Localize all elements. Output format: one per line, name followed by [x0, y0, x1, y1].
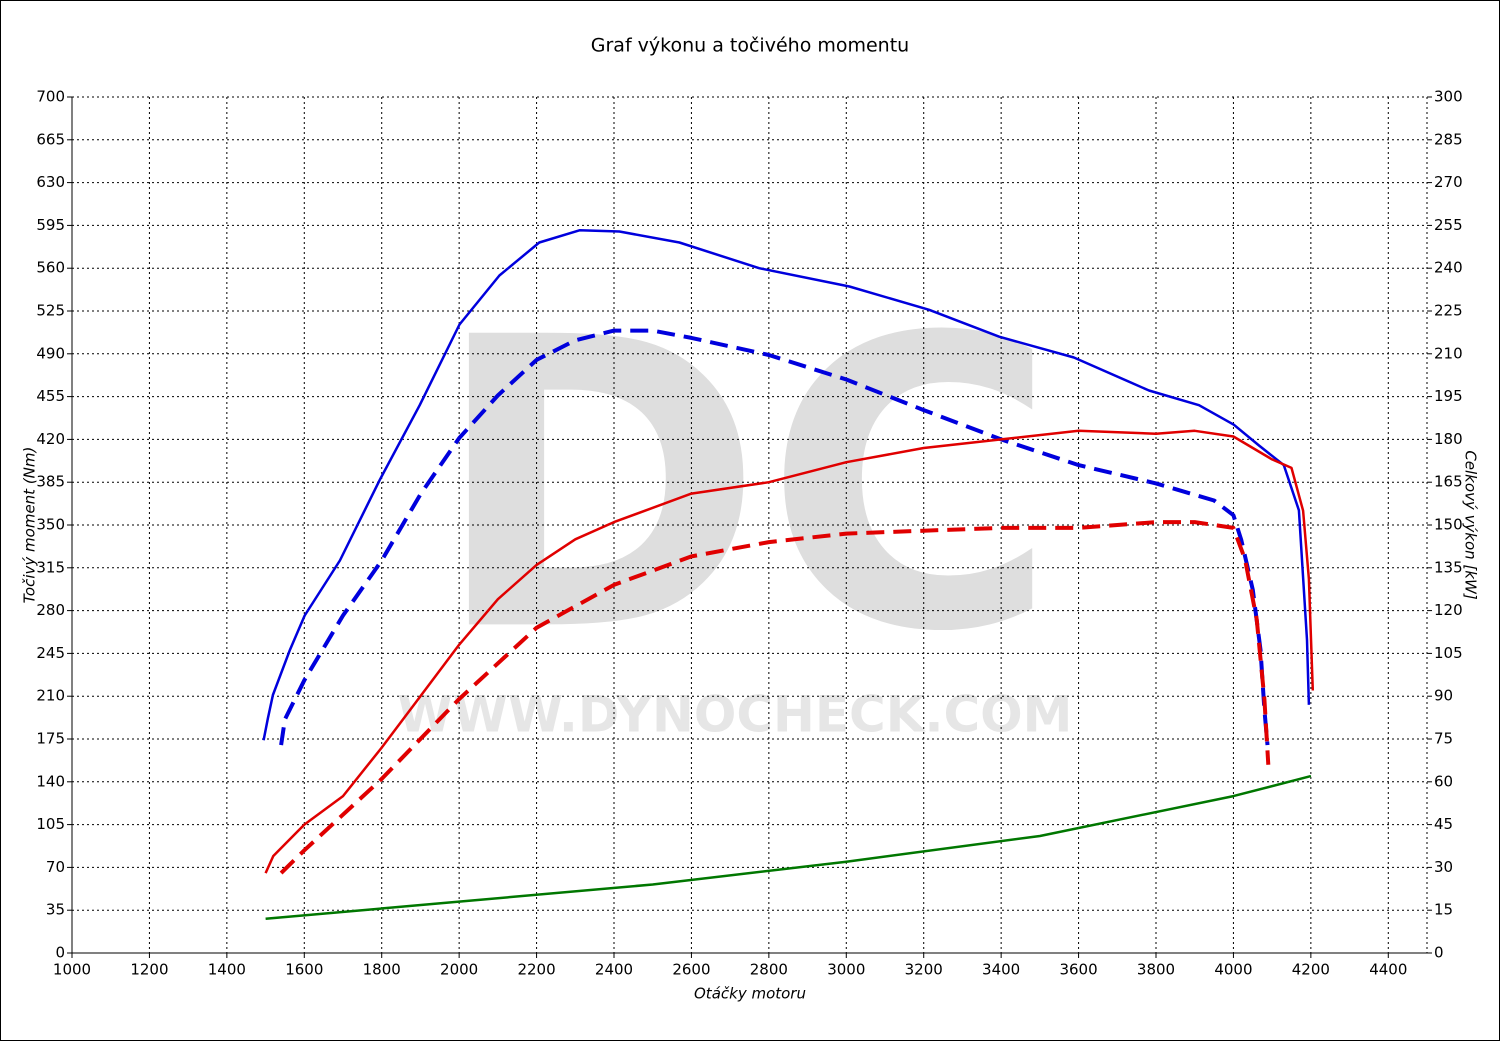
y-tick-label: 700	[36, 88, 65, 106]
y2-tick-label: 105	[1434, 644, 1463, 662]
data-line	[265, 774, 1312, 921]
y2-tick-label: 300	[1434, 88, 1463, 106]
y2-tick-label: 150	[1434, 516, 1463, 534]
y-tick-label: 560	[36, 259, 65, 277]
x-tick-label: 3400	[982, 961, 1020, 979]
y2-tick-label: 30	[1434, 858, 1453, 876]
y2-tick-label: 15	[1434, 901, 1453, 919]
x-tick-label: 3600	[1059, 961, 1097, 979]
y-tick-label: 385	[36, 473, 65, 491]
x-tick-label: 1800	[363, 961, 401, 979]
chart-title: Graf výkonu a točivého momentu	[591, 35, 909, 57]
y2-tick-label: 270	[1434, 173, 1463, 191]
y-tick-label: 175	[36, 730, 65, 748]
y-tick-label: 315	[36, 558, 65, 576]
data-line	[279, 328, 1270, 746]
x-tick-label: 4400	[1369, 961, 1407, 979]
y2-tick-label: 45	[1434, 815, 1453, 833]
y-tick-label: 35	[46, 901, 65, 919]
y2-tick-label: 195	[1434, 387, 1463, 405]
y-tick-label: 490	[36, 344, 65, 362]
y2-tick-label: 225	[1434, 302, 1463, 320]
x-tick-label: 2600	[672, 961, 710, 979]
y-tick-label: 70	[46, 858, 65, 876]
y-tick-label: 665	[36, 130, 65, 148]
y-tick-label: 280	[36, 601, 65, 619]
x-axis-label: Otáčky motoru	[694, 985, 806, 1003]
y2-tick-label: 135	[1434, 558, 1463, 576]
x-tick-label: 2000	[440, 961, 478, 979]
x-tick-label: 2400	[595, 961, 633, 979]
y-axis-label: Točivý moment (Nm)	[21, 447, 39, 604]
y-tick-label: 525	[36, 302, 65, 320]
y-tick-label: 630	[36, 173, 65, 191]
y-tick-label: 595	[36, 216, 65, 234]
y-tick-label: 105	[36, 815, 65, 833]
x-tick-label: 2800	[750, 961, 788, 979]
x-tick-label: 3800	[1137, 961, 1175, 979]
y2-tick-label: 75	[1434, 730, 1453, 748]
y-tick-label: 0	[55, 944, 65, 962]
y2-tick-label: 120	[1434, 601, 1463, 619]
y2-tick-label: 210	[1434, 344, 1463, 362]
y2-axis-label: Celkový výkon [kW]	[1462, 450, 1480, 600]
x-tick-label: 1000	[53, 961, 91, 979]
y-tick-label: 350	[36, 516, 65, 534]
data-line	[264, 429, 1315, 874]
watermark-url: WWW.DYNOCHECK.COM	[398, 686, 1073, 744]
x-tick-label: 1600	[285, 961, 323, 979]
data-line	[262, 229, 1311, 741]
y2-tick-label: 240	[1434, 259, 1463, 277]
x-tick-label: 3200	[905, 961, 943, 979]
y-tick-label: 245	[36, 644, 65, 662]
y2-tick-label: 255	[1434, 216, 1463, 234]
y-tick-label: 140	[36, 772, 65, 790]
y-tick-label: 420	[36, 430, 65, 448]
y2-tick-label: 285	[1434, 130, 1463, 148]
y2-tick-label: 180	[1434, 430, 1463, 448]
x-tick-label: 3000	[827, 961, 865, 979]
y2-tick-label: 165	[1434, 473, 1463, 491]
x-tick-label: 4000	[1214, 961, 1252, 979]
x-tick-label: 2200	[517, 961, 555, 979]
y-tick-label: 210	[36, 687, 65, 705]
y2-tick-label: 0	[1434, 944, 1444, 962]
y2-tick-label: 90	[1434, 687, 1453, 705]
x-tick-label: 1200	[130, 961, 168, 979]
data-line	[279, 520, 1271, 875]
x-tick-label: 1400	[208, 961, 246, 979]
y2-tick-label: 60	[1434, 772, 1453, 790]
x-tick-label: 4200	[1292, 961, 1330, 979]
y-tick-label: 455	[36, 387, 65, 405]
